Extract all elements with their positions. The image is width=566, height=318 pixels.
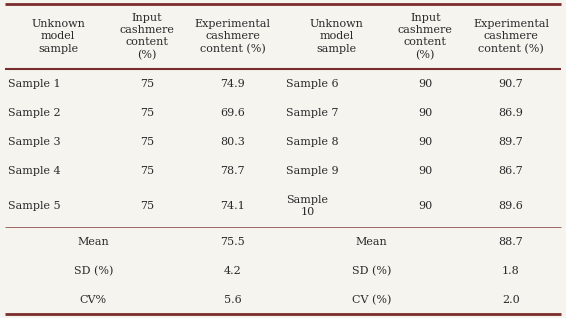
Text: Sample
10: Sample 10: [286, 195, 328, 217]
Text: 75: 75: [140, 79, 154, 88]
Text: Experimental
cashmere
content (%): Experimental cashmere content (%): [473, 19, 549, 54]
Text: 89.6: 89.6: [499, 201, 524, 211]
Text: Sample 2: Sample 2: [8, 107, 61, 118]
Text: 75: 75: [140, 201, 154, 211]
Text: Experimental
cashmere
content (%): Experimental cashmere content (%): [195, 19, 271, 54]
Text: 89.7: 89.7: [499, 136, 524, 147]
Text: Input
cashmere
content
(%): Input cashmere content (%): [398, 13, 453, 60]
Text: Sample 7: Sample 7: [286, 107, 339, 118]
Text: CV (%): CV (%): [352, 294, 392, 305]
Text: Sample 1: Sample 1: [8, 79, 61, 88]
Text: 69.6: 69.6: [220, 107, 245, 118]
Text: 4.2: 4.2: [224, 266, 241, 276]
Text: 86.7: 86.7: [499, 166, 524, 176]
Text: Sample 6: Sample 6: [286, 79, 339, 88]
Text: 74.1: 74.1: [220, 201, 245, 211]
Text: 74.9: 74.9: [220, 79, 245, 88]
Text: 75: 75: [140, 136, 154, 147]
Text: Sample 3: Sample 3: [8, 136, 61, 147]
Text: 88.7: 88.7: [499, 237, 524, 247]
Text: CV%: CV%: [80, 295, 107, 305]
Text: 2.0: 2.0: [502, 295, 520, 305]
Text: Sample 5: Sample 5: [8, 201, 61, 211]
Text: SD (%): SD (%): [74, 266, 113, 276]
Text: Mean: Mean: [356, 237, 388, 247]
Text: 75: 75: [140, 107, 154, 118]
Text: Sample 4: Sample 4: [8, 166, 61, 176]
Text: 90: 90: [418, 107, 432, 118]
Text: 90.7: 90.7: [499, 79, 524, 88]
Text: 80.3: 80.3: [220, 136, 245, 147]
Text: Sample 8: Sample 8: [286, 136, 339, 147]
Text: 1.8: 1.8: [502, 266, 520, 276]
Text: 75: 75: [140, 166, 154, 176]
Text: 5.6: 5.6: [224, 295, 241, 305]
Text: 86.9: 86.9: [499, 107, 524, 118]
Text: SD (%): SD (%): [352, 266, 392, 276]
Text: 90: 90: [418, 201, 432, 211]
Text: Unknown
model
sample: Unknown model sample: [31, 19, 85, 54]
Text: 90: 90: [418, 166, 432, 176]
Text: Input
cashmere
content
(%): Input cashmere content (%): [119, 13, 174, 60]
Text: Unknown
model
sample: Unknown model sample: [310, 19, 363, 54]
Text: 90: 90: [418, 136, 432, 147]
Text: Sample 9: Sample 9: [286, 166, 339, 176]
Text: Mean: Mean: [78, 237, 109, 247]
Text: 78.7: 78.7: [220, 166, 245, 176]
Text: 90: 90: [418, 79, 432, 88]
Text: 75.5: 75.5: [220, 237, 245, 247]
